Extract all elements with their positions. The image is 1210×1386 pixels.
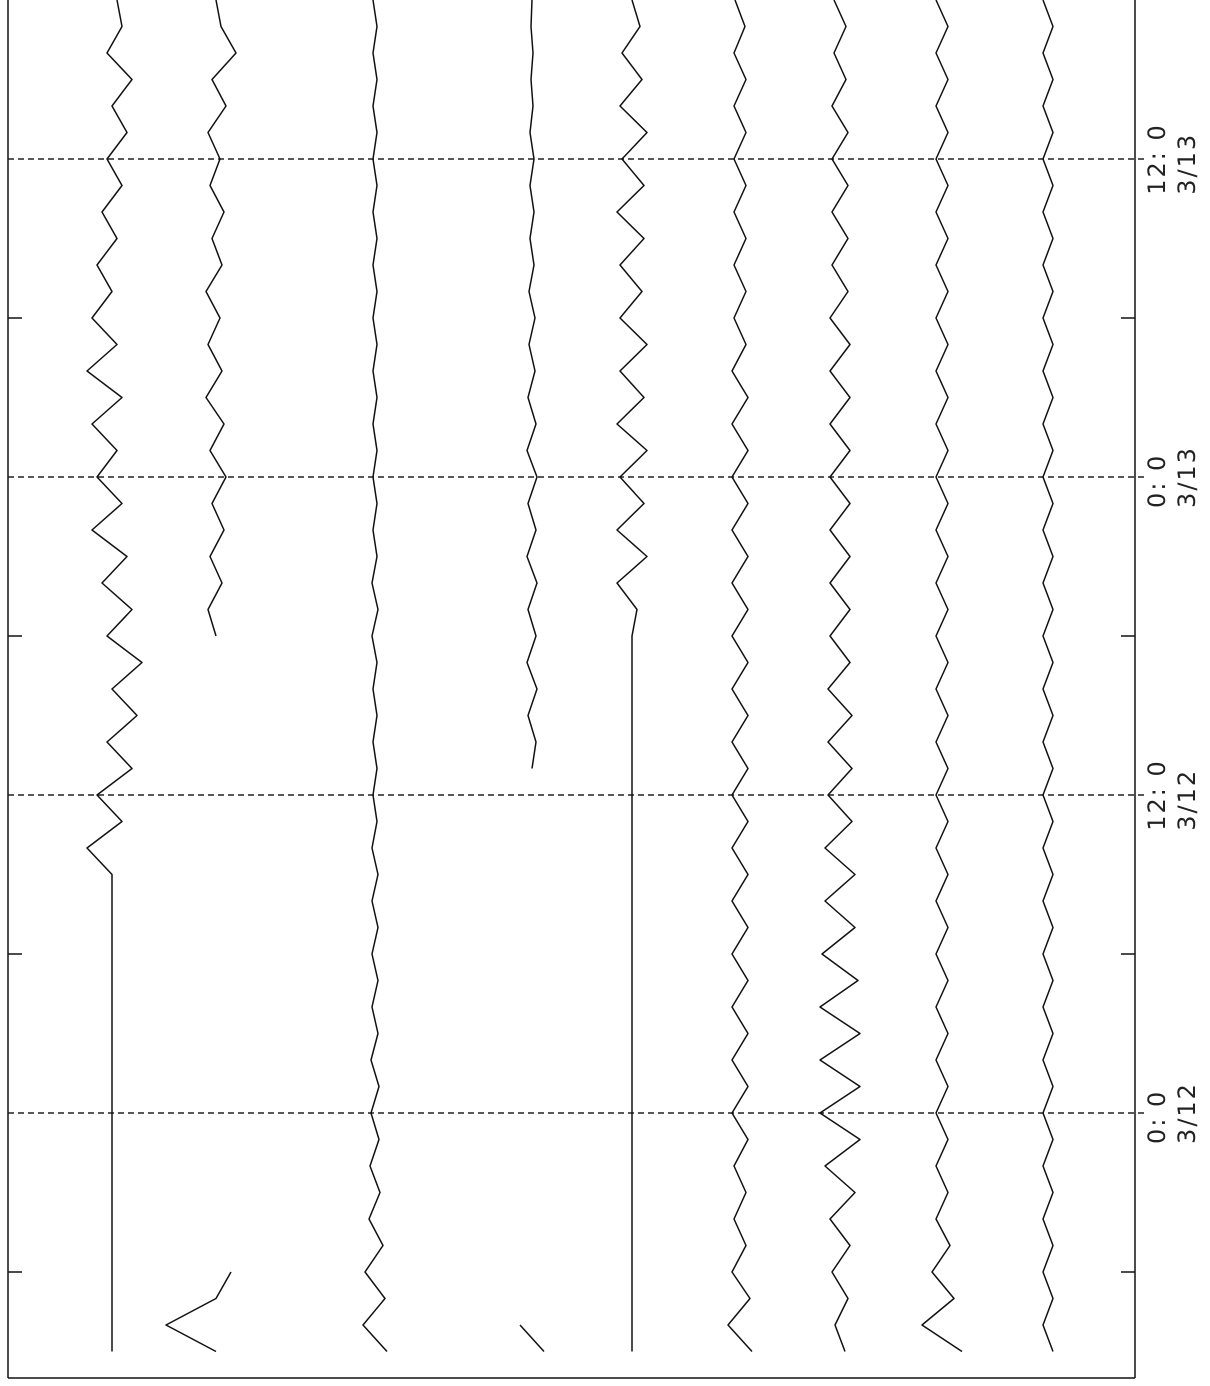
trace — [519, 0, 545, 1353]
trace — [921, 0, 963, 1353]
trace — [1042, 0, 1054, 1352]
trace — [727, 0, 753, 1353]
time-tick-label: 0: 0 3/13 — [1143, 446, 1201, 508]
trace — [616, 0, 648, 1352]
time-tick-label: 12: 0 3/13 — [1143, 123, 1201, 195]
time-tick-label: 12: 0 3/12 — [1143, 759, 1201, 831]
time-tick-label: 0: 0 3/12 — [1143, 1082, 1201, 1144]
trace — [86, 0, 143, 1352]
trace — [819, 0, 861, 1352]
trace — [362, 0, 388, 1353]
trace — [165, 0, 237, 1353]
